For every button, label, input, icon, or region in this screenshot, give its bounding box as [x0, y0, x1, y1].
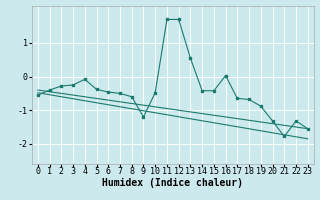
- X-axis label: Humidex (Indice chaleur): Humidex (Indice chaleur): [102, 178, 243, 188]
